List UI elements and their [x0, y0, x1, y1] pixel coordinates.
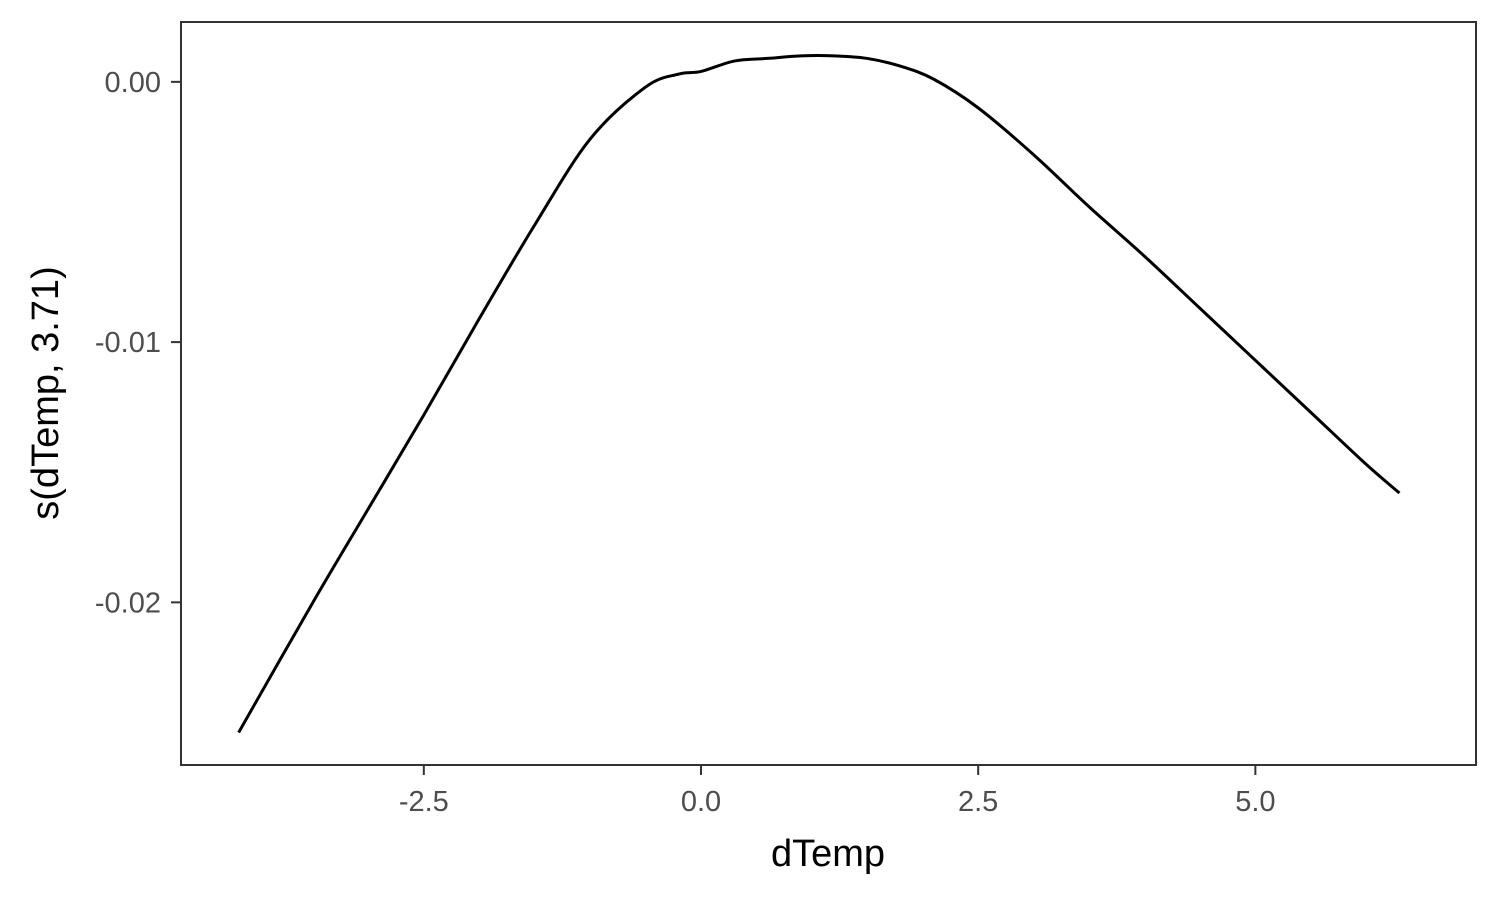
x-tick-label: -2.5: [399, 786, 449, 818]
y-tick-label: -0.02: [95, 587, 161, 619]
x-axis-title: dTemp: [771, 833, 885, 875]
series-line-0: [237, 54, 1401, 734]
x-tick-label: 2.5: [958, 786, 998, 818]
y-tick-label: -0.01: [95, 327, 161, 359]
x-tick-label: 5.0: [1235, 786, 1275, 818]
panel-border: [180, 21, 1477, 766]
y-axis-title: s(dTemp, 3.71): [25, 266, 67, 519]
x-tick-label: 0.0: [681, 786, 721, 818]
y-tick-label: 0.00: [105, 67, 161, 99]
